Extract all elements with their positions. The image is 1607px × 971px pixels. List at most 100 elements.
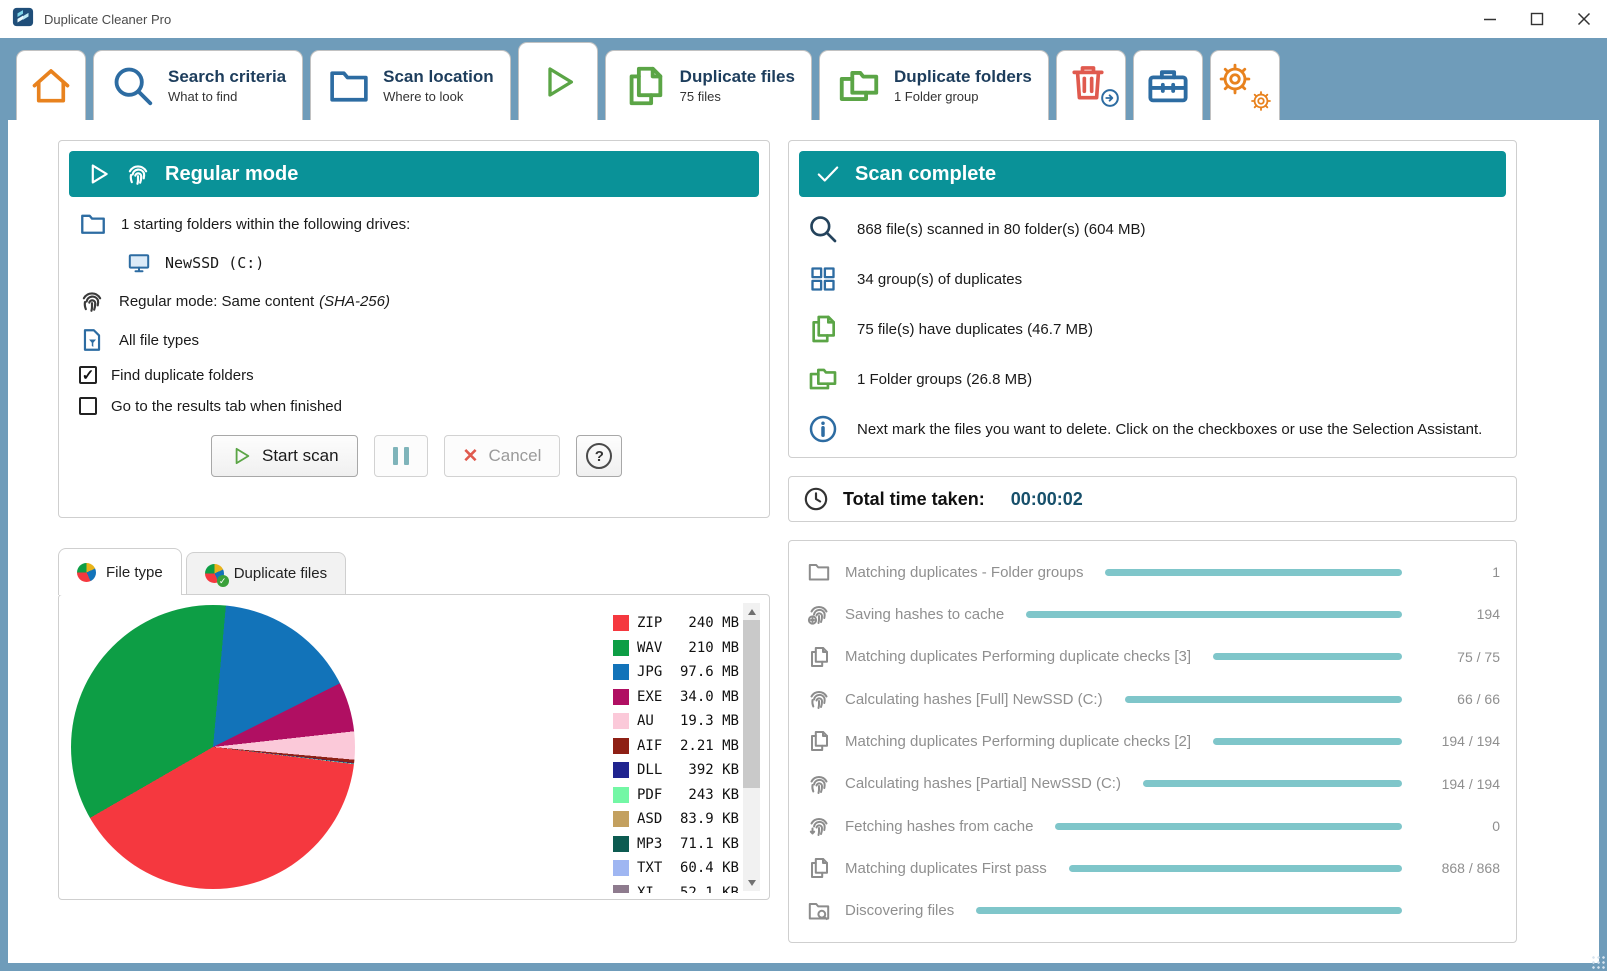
legend-item: AIF 2.21 MB	[613, 734, 739, 759]
duplicate-files-icon	[805, 856, 833, 880]
mode-hash-text: (SHA-256)	[319, 292, 390, 310]
folder-icon	[327, 64, 371, 108]
legend-item: DLL 392 KB	[613, 758, 739, 783]
starting-folders-text: 1 starting folders within the following …	[121, 215, 411, 233]
legend-item: AU 19.3 MB	[613, 709, 739, 734]
legend-swatch	[613, 762, 629, 779]
progress-bar	[1124, 695, 1402, 703]
tab-scan-location-subtitle: Where to look	[383, 89, 464, 105]
tab-scan-location[interactable]: Scan location Where to look	[310, 50, 511, 120]
tab-duplicate-folders[interactable]: Duplicate folders 1 Folder group	[818, 50, 1049, 120]
tab-file-type-label: File type	[106, 563, 163, 581]
legend-swatch	[613, 884, 629, 893]
fingerprint-icon	[79, 288, 105, 314]
goto-results-row: Go to the results tab when finished	[69, 397, 759, 415]
tab-chart-duplicate-files[interactable]: ✓ Duplicate files	[185, 552, 347, 594]
pause-icon	[392, 447, 409, 465]
duplicate-files-icon	[805, 313, 841, 345]
legend-item: XI 52.1 KB	[613, 881, 739, 893]
progress-bar	[1068, 864, 1402, 872]
tab-home[interactable]	[16, 50, 86, 120]
duplicate-files-icon	[805, 645, 833, 669]
fingerprint-icon	[805, 772, 833, 796]
total-time-panel: Total time taken: 00:00:02	[788, 476, 1517, 522]
scan-mode-title: Regular mode	[165, 162, 299, 185]
duplicate-folders-icon	[836, 63, 882, 109]
drive-row: NewSSD (C:)	[69, 251, 759, 275]
fingerprint-fetch-icon	[805, 814, 833, 838]
duplicate-files-icon	[805, 729, 833, 753]
minimize-button[interactable]	[1466, 0, 1513, 38]
start-scan-button[interactable]: Start scan	[211, 435, 358, 477]
help-button[interactable]: ?	[576, 435, 623, 477]
progress-bar	[976, 907, 1402, 915]
tab-duplicate-files-title: Duplicate files	[679, 66, 795, 86]
tab-duplicate-files[interactable]: Duplicate files 75 files	[604, 50, 812, 120]
window-title: Duplicate Cleaner Pro	[44, 11, 172, 27]
play-outline-icon	[85, 161, 111, 187]
legend-item: ASD 83.9 KB	[613, 807, 739, 832]
legend-swatch	[613, 737, 629, 754]
clock-icon	[803, 486, 829, 512]
help-icon: ?	[586, 443, 613, 469]
stat-next-step-hint: Next mark the files you want to delete. …	[799, 411, 1506, 447]
legend-swatch	[613, 835, 629, 852]
progress-bar	[1026, 610, 1402, 618]
duplicate-folders-icon	[805, 363, 841, 395]
find-duplicate-folders-checkbox[interactable]	[79, 366, 97, 384]
scroll-up-icon[interactable]	[743, 603, 760, 620]
fingerprint-icon	[805, 687, 833, 711]
tab-duplicate-folders-title: Duplicate folders	[893, 66, 1032, 86]
pie-chart-check-icon: ✓	[204, 564, 229, 587]
progress-row: Calculating hashes [Partial] NewSSD (C:)…	[805, 765, 1500, 802]
scan-complete-header: Scan complete	[799, 151, 1506, 197]
mode-text: Regular mode: Same content (SHA-256)	[119, 292, 390, 310]
maximize-button[interactable]	[1513, 0, 1560, 38]
tab-scan-active[interactable]	[517, 42, 598, 120]
tab-settings[interactable]	[1209, 50, 1280, 120]
resize-grip[interactable]	[1591, 955, 1605, 969]
find-duplicate-folders-row: Find duplicate folders	[69, 366, 759, 384]
goto-results-checkbox[interactable]	[79, 397, 97, 415]
scan-buttons-row: Start scan ✕ Cancel ?	[211, 435, 759, 477]
tab-duplicate-files-subtitle: 75 files	[679, 89, 721, 105]
progress-row: Calculating hashes [Full] NewSSD (C:) 66…	[805, 681, 1500, 718]
tab-tools[interactable]	[1132, 50, 1203, 120]
legend-item: ZIP 240 MB	[613, 611, 739, 636]
search-icon	[110, 63, 156, 109]
scrollbar-thumb[interactable]	[743, 620, 760, 788]
total-time-label: Total time taken:	[843, 488, 985, 509]
cancel-button[interactable]: ✕ Cancel	[443, 435, 561, 477]
legend-swatch	[613, 664, 629, 681]
scan-mode-header: Regular mode	[69, 151, 759, 197]
trash-icon	[1066, 61, 1116, 105]
tab-removal[interactable]	[1055, 50, 1126, 120]
cancel-x-icon: ✕	[462, 445, 479, 467]
title-bar: Duplicate Cleaner Pro	[0, 0, 1607, 38]
file-types-row: All file types	[69, 327, 759, 353]
pie-chart-icon	[77, 562, 96, 582]
pause-button[interactable]	[373, 435, 428, 477]
scan-progress-panel: Matching duplicates - Folder groups 1 Sa…	[788, 540, 1517, 943]
tab-file-type[interactable]: File type	[58, 548, 182, 595]
starting-folders-row: 1 starting folders within the following …	[69, 210, 759, 238]
tab-scan-location-title: Scan location	[383, 66, 494, 86]
legend-scrollbar[interactable]	[743, 603, 760, 891]
legend-item: TXT 60.4 KB	[613, 856, 739, 881]
folder-search-icon	[805, 899, 833, 923]
stat-duplicate-files: 75 file(s) have duplicates (46.7 MB)	[799, 311, 1506, 347]
close-button[interactable]	[1560, 0, 1607, 38]
legend-swatch	[613, 860, 629, 877]
tab-search-criteria[interactable]: Search criteria What to find	[93, 50, 304, 120]
drive-name: NewSSD (C:)	[165, 254, 265, 272]
file-types-text: All file types	[119, 331, 200, 349]
legend-item: JPG 97.6 MB	[613, 660, 739, 685]
fingerprint-save-icon	[805, 602, 833, 626]
progress-bar	[1105, 568, 1402, 576]
app-logo-icon	[12, 6, 34, 33]
progress-row: Fetching hashes from cache 0	[805, 808, 1500, 845]
play-icon	[230, 445, 252, 467]
scan-results-panel: Scan complete 868 file(s) scanned in 80 …	[788, 140, 1517, 458]
scroll-down-icon[interactable]	[743, 874, 760, 891]
tab-search-criteria-subtitle: What to find	[168, 89, 238, 105]
